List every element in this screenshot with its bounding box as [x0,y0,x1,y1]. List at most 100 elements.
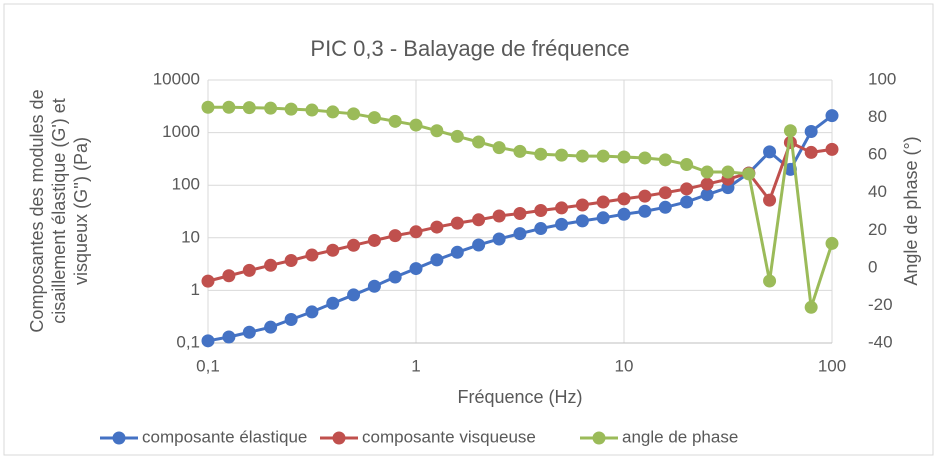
data-point [430,253,444,267]
data-point [555,217,569,231]
y2-tick-label: 20 [868,220,887,239]
data-point [409,225,423,239]
legend-label: composante élastique [142,427,307,446]
data-point [575,198,589,212]
data-point [367,233,381,247]
data-point [680,195,694,209]
data-point [242,101,256,115]
data-point [700,188,714,202]
y2-tick-label: 60 [868,145,887,164]
legend-marker [332,431,346,445]
data-point [367,279,381,293]
data-point [222,269,236,283]
y-axis-title-line: cisaillement élastique (G') et [49,98,69,324]
data-point [450,216,464,230]
data-point [347,288,361,302]
legend-marker [592,431,606,445]
data-point [284,254,298,268]
data-point [326,105,340,119]
y2-tick-label: 80 [868,107,887,126]
data-point [575,214,589,228]
data-point [804,300,818,314]
data-point [472,213,486,227]
data-point [825,236,839,250]
data-point [347,107,361,121]
y-tick-label: 1000 [162,122,200,141]
data-point [680,182,694,196]
data-point [825,142,839,156]
data-point [700,177,714,191]
data-point [513,227,527,241]
data-point [534,204,548,218]
y-axis-title-line: Composantes des modules de [27,89,47,332]
data-point [388,229,402,243]
data-point [492,232,506,246]
data-point [430,220,444,234]
y2-tick-label: -40 [868,332,893,351]
data-point [763,193,777,207]
data-point [534,147,548,161]
y-tick-label: 100 [172,175,200,194]
x-tick-label: 100 [818,356,846,375]
data-point [658,153,672,167]
y-axis-title-line: visqueux (G'') (Pa) [71,137,91,285]
data-point [264,258,278,272]
legend-label: composante visqueuse [362,427,536,446]
data-point [638,189,652,203]
data-point [430,124,444,138]
legend-marker [112,431,126,445]
y-axis-title: Composantes des modules de cisaillement é… [27,89,91,332]
data-point [825,109,839,123]
data-point [555,201,569,215]
data-point [658,186,672,200]
data-point [409,118,423,132]
data-point [763,274,777,288]
data-point [242,325,256,339]
data-point [264,320,278,334]
y-tick-label: 10000 [153,69,200,88]
data-point [326,243,340,257]
data-point [492,141,506,155]
data-point [534,222,548,236]
y-tick-label: 10 [181,227,200,246]
data-point [305,248,319,262]
data-point [450,245,464,259]
data-point [305,103,319,117]
x-tick-label: 0,1 [196,356,220,375]
data-point [201,274,215,288]
data-point [326,296,340,310]
data-point [617,192,631,206]
chart-title: PIC 0,3 - Balayage de fréquence [310,36,629,61]
y-tick-label: 1 [191,280,200,299]
data-point [367,111,381,125]
data-point [513,206,527,220]
data-point [513,144,527,158]
data-point [555,148,569,162]
data-point [638,151,652,165]
y-tick-label: 0,1 [176,332,200,351]
x-tick-label: 1 [411,356,420,375]
data-point [201,334,215,348]
data-point [596,195,610,209]
data-point [222,100,236,114]
y2-tick-label: 40 [868,182,887,201]
data-point [763,145,777,159]
data-point [201,100,215,114]
data-point [305,305,319,319]
data-point [284,102,298,116]
data-point [638,204,652,218]
data-point [472,238,486,252]
data-point [617,207,631,221]
data-point [721,165,735,179]
y2-tick-label: 100 [868,69,896,88]
data-point [617,150,631,164]
y2-tick-label: -20 [868,295,893,314]
data-point [575,149,589,163]
data-point [596,149,610,163]
data-point [388,270,402,284]
y2-tick-label: 0 [868,257,877,276]
data-point [242,263,256,277]
data-point [347,238,361,252]
legend-label: angle de phase [622,427,738,446]
